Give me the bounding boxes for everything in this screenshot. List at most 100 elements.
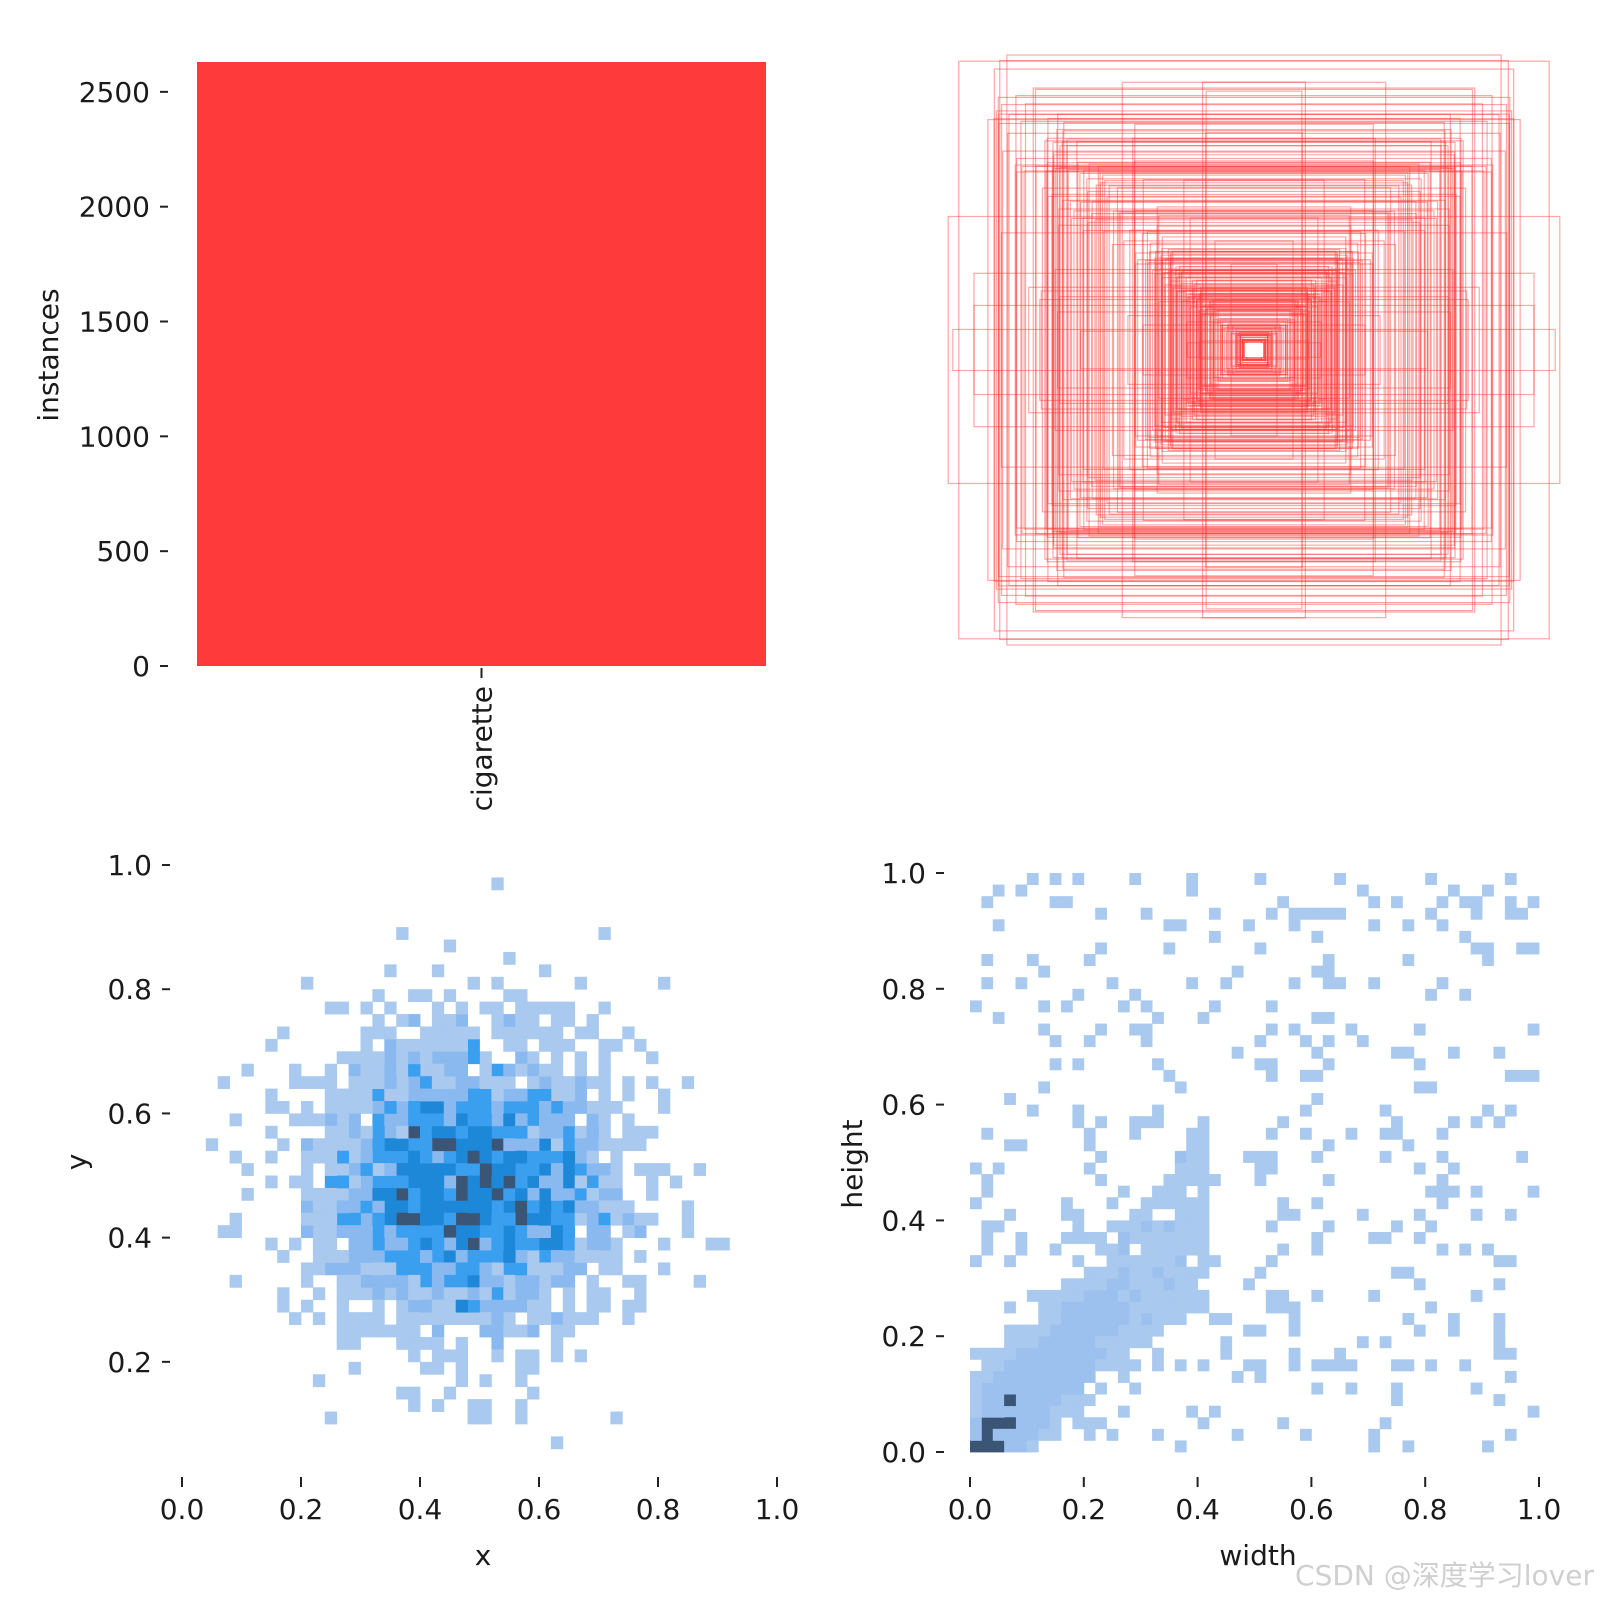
wh-heatmap-cell <box>1425 873 1437 885</box>
wh-heatmap-cell <box>1129 1266 1142 1279</box>
wh-heatmap-cell <box>1152 1011 1164 1024</box>
box-outline <box>1058 208 1450 492</box>
xy-heatmap-cell <box>527 1051 540 1065</box>
xy-heatmap-cell <box>312 1187 326 1201</box>
wh-heatmap-cell <box>1106 1255 1119 1268</box>
wh-heatmap-cell <box>1117 1185 1130 1198</box>
xy-heatmap-cell <box>455 1138 468 1152</box>
box-outline <box>1199 309 1309 391</box>
xy-heatmap-cell <box>574 1262 587 1276</box>
wh-heatmap-cell <box>992 1162 1005 1175</box>
xy-heatmap-cell <box>431 1026 445 1040</box>
xy-heatmap-cell <box>467 1163 480 1176</box>
xy-heatmap-cell <box>443 1250 457 1263</box>
wh-heatmap-cell <box>1334 977 1346 990</box>
wh-heatmap-cell <box>1436 1174 1449 1187</box>
xy-heatmap-cell <box>491 1262 504 1276</box>
xy-heatmap-cell <box>443 1163 457 1176</box>
box-outline <box>1145 259 1363 441</box>
wh-heatmap-cell <box>1220 1336 1233 1349</box>
xy-heatmap-cell <box>515 1051 528 1065</box>
wh-heatmap-cell <box>1311 965 1324 978</box>
xy-heatmap-cell <box>622 1088 635 1102</box>
box-outline <box>1156 206 1352 494</box>
wh-heatmap-cell <box>1083 1266 1096 1279</box>
box-outlines-plot <box>947 54 1561 646</box>
box-outline <box>1116 187 1392 513</box>
box-outline <box>1196 299 1312 401</box>
xy-heatmap-cell <box>622 1274 635 1288</box>
xy-heatmap-cell <box>408 1262 421 1276</box>
wh-heatmap-cell <box>1254 873 1267 885</box>
xy-heatmap-cell <box>384 1237 397 1251</box>
xy-heatmap-cell <box>336 1101 349 1114</box>
xy-y-tick-label: 0.8 <box>107 973 152 1006</box>
xy-heatmap-cell <box>372 1138 385 1152</box>
xy-heatmap-cell <box>550 1225 564 1239</box>
xy-heatmap-cell <box>515 1361 528 1375</box>
xy-heatmap-cell <box>634 1138 647 1152</box>
xy-heatmap-cell <box>360 1225 373 1239</box>
wh-heatmap-cell <box>1129 988 1142 1001</box>
wh-heatmap-cell <box>1106 1278 1119 1291</box>
wh-heatmap-cell <box>1265 1150 1278 1163</box>
xy-heatmap-cell <box>408 1076 421 1089</box>
xy-heatmap-cell <box>324 1076 338 1089</box>
xy-heatmap-cell <box>360 1324 373 1338</box>
box-outline <box>997 96 1511 604</box>
xy-heatmap-cell <box>384 1038 397 1052</box>
wh-heatmap-cell <box>1482 884 1494 897</box>
xy-heatmap-cell <box>455 1200 468 1214</box>
xy-heatmap-cell <box>550 1163 564 1176</box>
wh-heatmap-cell <box>1265 1220 1278 1233</box>
wh-heatmap-cell <box>1197 1127 1210 1140</box>
box-outline <box>1067 168 1441 532</box>
wh-heatmap-cell <box>1527 1405 1540 1418</box>
xy-heatmap-cell <box>372 1051 385 1065</box>
xy-heatmap-cell <box>312 1138 326 1152</box>
xy-heatmap-cell <box>491 1349 504 1363</box>
xy-heatmap-cell <box>467 1187 480 1201</box>
width-height-heatmap: 0.0 0.2 0.4 0.6 0.8 1.0 0.00.20.40.60.81.0 wi… <box>836 857 1561 1572</box>
xy-heatmap-cell <box>539 1225 552 1239</box>
wh-heatmap-cell <box>1356 1035 1369 1048</box>
xy-heatmap-cell <box>610 1101 623 1114</box>
xy-heatmap-cell <box>408 1386 421 1400</box>
xy-heatmap-cell <box>348 1063 361 1077</box>
xy-heatmap-cell <box>562 1287 576 1301</box>
box-outline <box>1134 209 1374 491</box>
wh-heatmap-cell <box>1322 1359 1335 1372</box>
xy-heatmap-cell <box>277 1101 290 1114</box>
xy-heatmap-cell <box>550 1014 564 1027</box>
xy-heatmap-cell <box>562 1274 576 1288</box>
wh-x-tick-label: 1.0 <box>1517 1493 1562 1526</box>
xy-heatmap-cell <box>622 1113 635 1127</box>
xy-heatmap-cell <box>515 1212 528 1226</box>
wh-heatmap-cell <box>1083 1289 1096 1302</box>
xy-heatmap-cell <box>515 1088 528 1102</box>
xy-heatmap-cell <box>301 1138 314 1152</box>
xy-heatmap-cell <box>550 1274 564 1288</box>
xy-heatmap-cell <box>396 1138 409 1152</box>
box-outline <box>1237 333 1271 367</box>
xy-heatmap-cell <box>431 1113 445 1127</box>
wh-heatmap-cell <box>1186 1174 1198 1187</box>
box-outline <box>1032 87 1476 613</box>
wh-heatmap-cell <box>981 896 994 909</box>
xy-heatmap-cell <box>312 1312 326 1325</box>
xy-heatmap-cell <box>384 964 397 978</box>
xy-heatmap-cell <box>372 1026 385 1040</box>
xy-heatmap-cell <box>360 1312 373 1325</box>
box-outline <box>1181 269 1327 431</box>
xy-heatmap-cell <box>443 1212 457 1226</box>
wh-heatmap-cell <box>1049 1417 1062 1430</box>
wh-heatmap-cell <box>1277 896 1290 909</box>
wh-heatmap-cell <box>1504 1104 1517 1117</box>
xy-heatmap-cell <box>550 1138 564 1152</box>
xy-x-tick-label: 0.2 <box>279 1493 324 1526</box>
xy-heatmap-cell <box>372 989 385 1003</box>
wh-heatmap-cell <box>1391 1127 1403 1140</box>
wh-heatmap-cell <box>1083 1278 1096 1291</box>
box-outline <box>1158 268 1350 432</box>
wh-heatmap-cell <box>1038 1359 1051 1372</box>
